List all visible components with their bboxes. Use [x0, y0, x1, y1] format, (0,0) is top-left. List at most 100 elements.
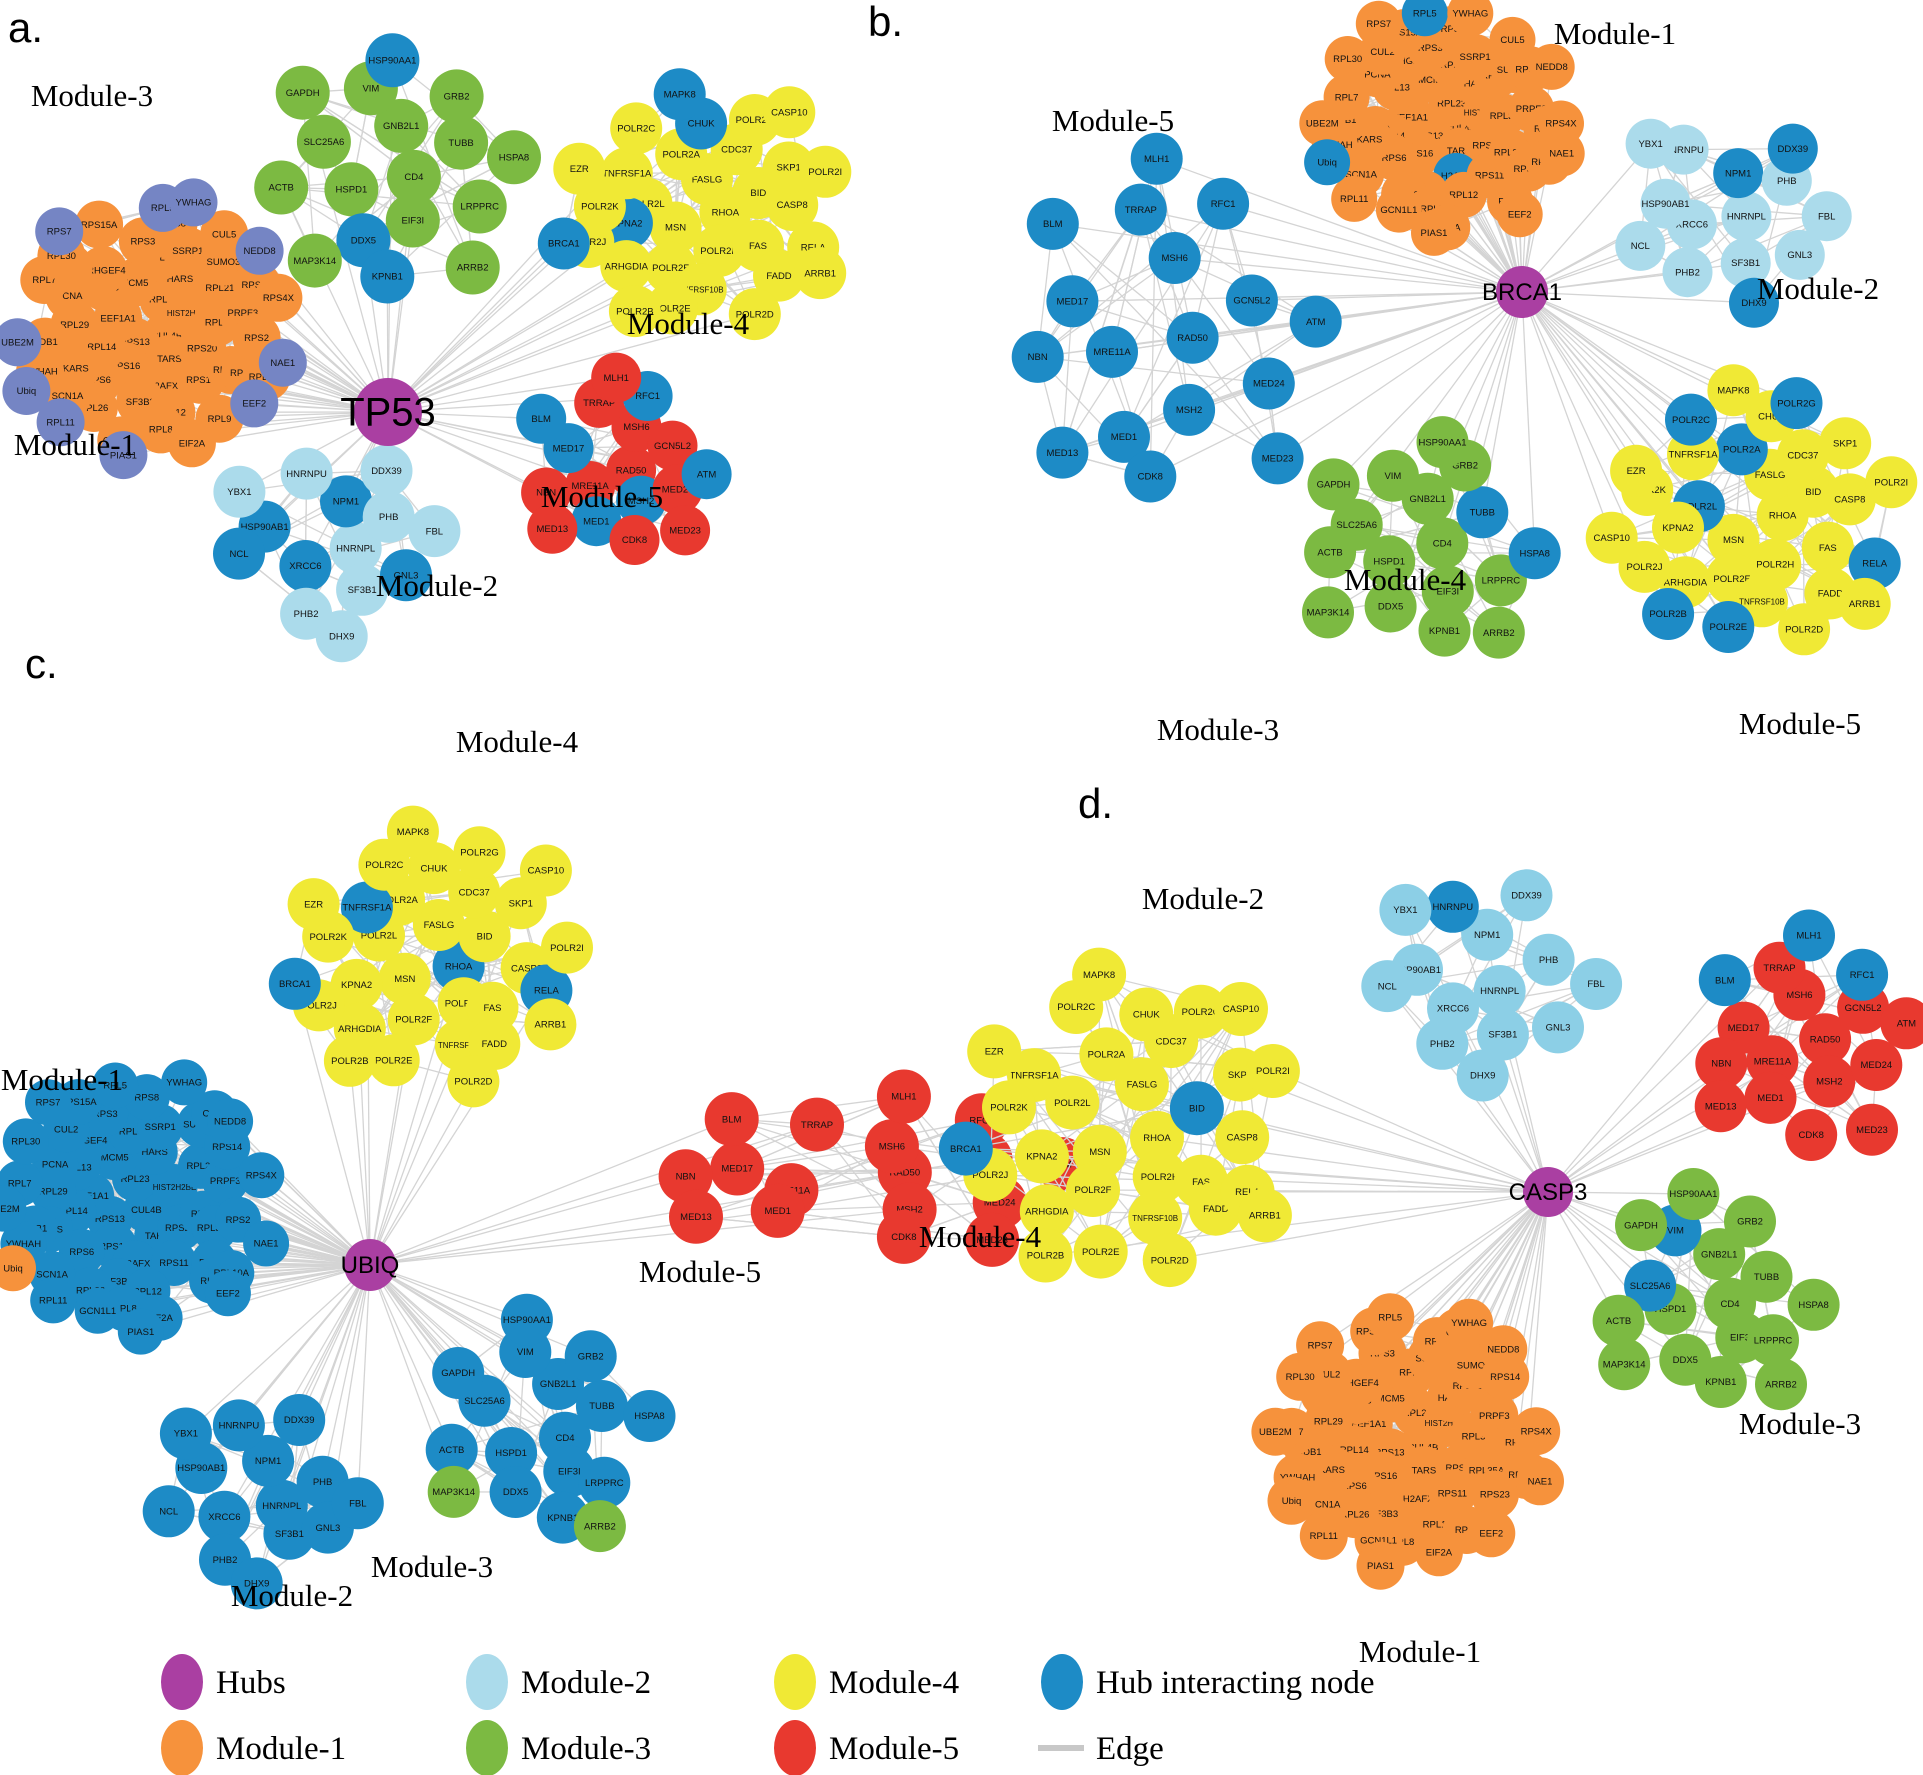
hub-node-CASP3[interactable]: CASP3	[1509, 1167, 1588, 1217]
node-FBL[interactable]: FBL	[1801, 191, 1852, 242]
node-TNFRSF10B[interactable]: TNFRSF10B	[1128, 1190, 1183, 1245]
node-POLR2H[interactable]: POLR2H	[1132, 1149, 1187, 1204]
node-CDK8[interactable]: CDK8	[609, 515, 660, 565]
node-KPNB1[interactable]: KPNB1	[360, 249, 415, 304]
node-CASP10[interactable]: CASP10	[1214, 982, 1268, 1036]
node-NEDD8[interactable]: NEDD8	[1479, 1325, 1528, 1374]
node-EZR[interactable]: EZR	[1610, 444, 1663, 497]
node-POLR2B[interactable]: POLR2B	[1642, 588, 1695, 640]
node-BRCA1[interactable]: BRCA1	[268, 957, 321, 1010]
node-ARRB2[interactable]: ARRB2	[1472, 606, 1525, 659]
node-RPS7[interactable]: RPS7	[25, 1079, 71, 1126]
node-PHB[interactable]: PHB	[362, 490, 415, 543]
node-MLH1[interactable]: MLH1	[876, 1069, 931, 1124]
node-RPL11[interactable]: RPL11	[1299, 1511, 1348, 1560]
node-MED1[interactable]: MED1	[1098, 410, 1150, 463]
node-DHX9[interactable]: DHX9	[230, 1557, 283, 1610]
node-POLR2D[interactable]: POLR2D	[728, 288, 781, 341]
node-RPL5[interactable]: RPL5	[92, 1062, 139, 1109]
node-YBX1[interactable]: YBX1	[159, 1407, 212, 1460]
node-POLR2E[interactable]: POLR2E	[1073, 1224, 1128, 1279]
node-ARRB2[interactable]: ARRB2	[1755, 1358, 1807, 1411]
node-CASP8[interactable]: CASP8	[1823, 473, 1876, 526]
node-YWHAG[interactable]: YWHAG	[161, 1059, 208, 1106]
node-HSPD1[interactable]: HSPD1	[1363, 535, 1416, 588]
node-ARRB1[interactable]: ARRB1	[524, 998, 577, 1051]
node-SKP1[interactable]: SKP1	[1819, 417, 1872, 470]
node-ACTB[interactable]: ACTB	[1304, 526, 1357, 579]
node-HSP90AA1[interactable]: HSP90AA1	[1667, 1168, 1720, 1220]
node-EIF2A[interactable]: EIF2A	[167, 419, 216, 468]
node-BID[interactable]: BID	[458, 910, 511, 963]
node-ACTB[interactable]: ACTB	[254, 160, 309, 215]
node-GCN5L2[interactable]: GCN5L2	[647, 420, 698, 471]
node-KPNB1[interactable]: KPNB1	[1694, 1356, 1747, 1408]
node-CD4[interactable]: CD4	[386, 149, 441, 204]
node-RPS4X[interactable]: RPS4X	[238, 1152, 285, 1199]
node-RAD50[interactable]: RAD50	[1799, 1013, 1852, 1066]
node-EEF2[interactable]: EEF2	[1496, 191, 1543, 238]
node-MSN[interactable]: MSN	[378, 952, 431, 1005]
node-UBE2M[interactable]: UBE2M	[1251, 1407, 1300, 1456]
node-EEF2[interactable]: EEF2	[230, 379, 279, 428]
node-MAPK8[interactable]: MAPK8	[653, 68, 706, 121]
node-HSP90AB1[interactable]: HSP90AB1	[1640, 178, 1691, 229]
node-MED1[interactable]: MED1	[571, 496, 622, 547]
node-PIAS1[interactable]: PIAS1	[99, 431, 148, 480]
node-VIM[interactable]: VIM	[1366, 449, 1419, 502]
node-Ubiq[interactable]: Ubiq	[1267, 1476, 1316, 1525]
node-EIF3I[interactable]: EIF3I	[385, 193, 440, 248]
node-SF3B1[interactable]: SF3B1	[1720, 238, 1771, 288]
node-YBX1[interactable]: YBX1	[1379, 883, 1432, 936]
node-POLR2I[interactable]: POLR2I	[799, 145, 852, 198]
node-MSH6[interactable]: MSH6	[864, 1119, 919, 1174]
node-MED23[interactable]: MED23	[1251, 432, 1304, 485]
node-RPS7[interactable]: RPS7	[1296, 1321, 1345, 1370]
node-NEDD8[interactable]: NEDD8	[235, 226, 284, 275]
node-HSP90AA1[interactable]: HSP90AA1	[1416, 416, 1469, 469]
node-TUBB[interactable]: TUBB	[575, 1380, 628, 1432]
node-MAP3K14[interactable]: MAP3K14	[427, 1465, 480, 1518]
node-ARHGEF4[interactable]: ARHGEF4	[79, 246, 128, 295]
node-NEDD8[interactable]: NEDD8	[207, 1098, 254, 1145]
node-HSPD1[interactable]: HSPD1	[485, 1427, 538, 1479]
node-GNL3[interactable]: GNL3	[380, 549, 432, 602]
node-RPS7[interactable]: RPS7	[35, 207, 84, 256]
node-ARHGDIA[interactable]: ARHGDIA	[1019, 1184, 1074, 1239]
node-HSP90AA1[interactable]: HSP90AA1	[365, 33, 420, 88]
node-DDX39[interactable]: DDX39	[1767, 123, 1818, 174]
node-MAPK8[interactable]: MAPK8	[1072, 947, 1127, 1002]
node-FAS[interactable]: FAS	[1801, 521, 1854, 574]
node-NCL[interactable]: NCL	[142, 1485, 195, 1538]
node-DDX39[interactable]: DDX39	[273, 1394, 326, 1446]
node-ACTB[interactable]: ACTB	[1592, 1294, 1645, 1347]
node-MED23[interactable]: MED23	[965, 1212, 1020, 1267]
node-POLR2C[interactable]: POLR2C	[1665, 393, 1717, 446]
node-HSPD1[interactable]: HSPD1	[324, 162, 379, 217]
node-HSPA8[interactable]: HSPA8	[1508, 527, 1561, 580]
node-POLR2D[interactable]: POLR2D	[1142, 1233, 1197, 1288]
node-BLM[interactable]: BLM	[516, 393, 567, 444]
node-BRCA1[interactable]: BRCA1	[938, 1121, 993, 1176]
node-LRPPRC[interactable]: LRPPRC	[452, 179, 507, 234]
node-HNRNPL[interactable]: HNRNPL	[1473, 965, 1526, 1017]
node-HSPA8[interactable]: HSPA8	[487, 130, 541, 185]
node-RPL11[interactable]: RPL11	[1331, 175, 1378, 222]
node-POLR2D[interactable]: POLR2D	[1778, 603, 1831, 656]
node-BRCA1[interactable]: BRCA1	[537, 217, 590, 270]
node-CASP10[interactable]: CASP10	[519, 844, 572, 897]
node-MED13[interactable]: MED13	[1036, 426, 1089, 479]
node-Ubiq[interactable]: Ubiq	[2, 367, 51, 415]
node-CUL5[interactable]: CUL5	[1489, 16, 1536, 63]
node-HNRNPL[interactable]: HNRNPL	[1721, 191, 1772, 242]
node-ACTB[interactable]: ACTB	[425, 1423, 478, 1476]
node-GAPDH[interactable]: GAPDH	[275, 65, 330, 120]
node-CDC37[interactable]: CDC37	[1776, 429, 1829, 482]
node-CD4[interactable]: CD4	[1416, 517, 1469, 570]
node-EIF2A[interactable]: EIF2A	[1414, 1528, 1463, 1577]
node-GCN1L1[interactable]: GCN1L1	[1375, 186, 1422, 233]
node-DDX39[interactable]: DDX39	[360, 444, 413, 497]
node-POLR2I[interactable]: POLR2I	[541, 921, 593, 974]
node-NPM1[interactable]: NPM1	[320, 475, 372, 528]
node-PHB[interactable]: PHB	[1522, 933, 1575, 986]
